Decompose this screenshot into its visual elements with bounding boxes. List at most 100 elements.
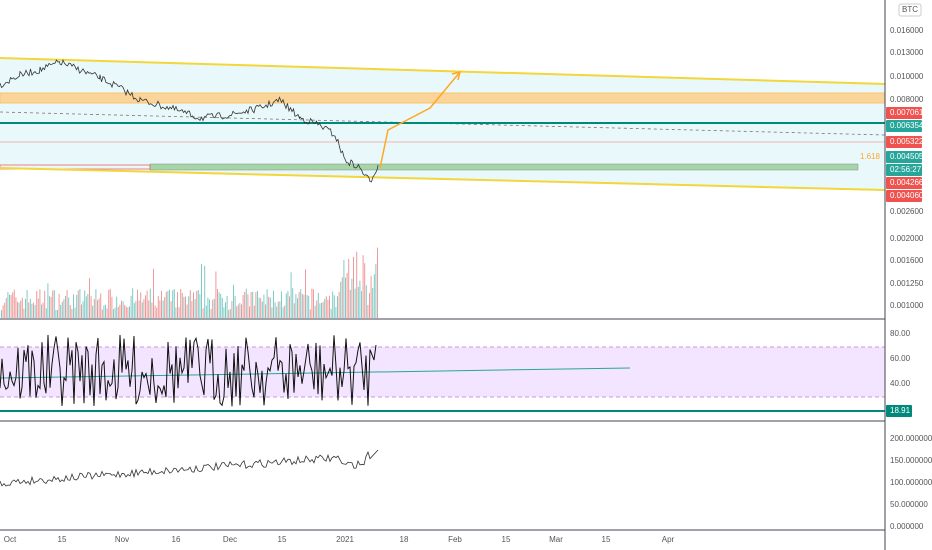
- volume-bar: [18, 302, 20, 318]
- volume-bar: [169, 289, 170, 318]
- volume-bar: [332, 291, 334, 318]
- volume-bar: [117, 307, 119, 318]
- volume-bar: [135, 300, 137, 318]
- date-axis-label: Mar: [549, 535, 563, 544]
- volume-bar: [132, 288, 134, 318]
- price-series: [0, 58, 379, 183]
- rsi-axis-label: 40.00: [890, 379, 911, 388]
- volume-bar: [341, 277, 343, 318]
- volume-bar: [255, 292, 257, 318]
- volume-bar: [58, 293, 60, 318]
- volume-bar: [148, 300, 150, 318]
- volume-bar: [330, 308, 332, 318]
- volume-bar: [60, 304, 62, 318]
- obv-axis-label: 200.000000: [890, 434, 932, 443]
- volume-bar: [90, 296, 92, 318]
- volume-bar: [13, 289, 15, 318]
- volume-bar: [242, 295, 244, 318]
- volume-bar: [89, 278, 90, 318]
- date-axis-label: Feb: [448, 535, 462, 544]
- volume-bar: [338, 291, 340, 318]
- volume-bar: [151, 302, 153, 318]
- volume-bar: [185, 296, 186, 318]
- volume-bar: [276, 306, 278, 318]
- price-tag-label: 0.005322: [890, 137, 924, 146]
- volume-bar: [173, 289, 175, 318]
- volume-bar: [343, 259, 345, 318]
- volume-bar: [324, 298, 326, 318]
- volume-bar: [351, 278, 353, 318]
- volume-bar: [252, 291, 254, 318]
- volume-bar: [183, 296, 185, 318]
- price-axis-label: 0.010000: [890, 72, 924, 81]
- volume-bar: [5, 298, 7, 318]
- date-axis-label: Nov: [115, 535, 129, 544]
- volume-bar: [41, 304, 42, 318]
- volume-bar: [9, 294, 10, 318]
- volume-bar: [321, 303, 322, 318]
- volume-bar: [301, 293, 303, 318]
- volume-bar: [127, 307, 129, 318]
- volume-bar: [258, 297, 260, 318]
- volume-bar: [12, 292, 14, 318]
- volume-bar: [146, 290, 148, 318]
- unit-label: BTC: [902, 5, 918, 14]
- volume-bar: [156, 307, 158, 318]
- volume-bar: [133, 303, 135, 318]
- volume-bar: [322, 301, 324, 318]
- volume-bar: [241, 304, 242, 318]
- volume-bar: [329, 295, 330, 318]
- volume-bar: [26, 290, 28, 318]
- fib-label: 1.618: [860, 152, 881, 161]
- volume-bar: [287, 290, 289, 318]
- volume-bar: [66, 290, 68, 318]
- volume-bar: [210, 309, 212, 318]
- date-axis-label: Apr: [662, 535, 675, 544]
- volume-bar: [74, 307, 76, 318]
- volume-bar: [10, 294, 12, 318]
- obv-axis-label: 0.000000: [890, 522, 924, 531]
- volume-bar: [239, 303, 241, 318]
- volume-bar: [196, 290, 198, 318]
- volume-bar: [359, 280, 361, 318]
- volume-bar: [36, 291, 38, 318]
- volume-bar: [297, 298, 298, 318]
- volume-bar: [138, 300, 140, 318]
- volume-bar: [101, 309, 103, 318]
- volume-bar: [293, 303, 295, 318]
- volume-bar: [277, 301, 279, 318]
- volume-bar: [369, 292, 370, 318]
- volume-bar: [346, 272, 348, 318]
- rsi-axis-label: 60.00: [890, 354, 911, 363]
- volume-bar: [349, 289, 351, 318]
- volume-bar: [81, 304, 82, 318]
- volume-bar: [122, 301, 124, 318]
- price-tag-label: 02:56:27: [890, 165, 922, 174]
- volume-bar: [205, 305, 207, 318]
- volume-bar: [193, 292, 194, 318]
- price-tag: [886, 177, 922, 189]
- volume-bar: [234, 295, 236, 318]
- volume-bar: [23, 308, 25, 318]
- volume-bar: [295, 294, 297, 318]
- price-tag-label: 0.006354: [890, 121, 924, 130]
- volume-bar: [53, 290, 55, 318]
- volume-bar: [125, 306, 127, 318]
- volume-bar: [172, 290, 174, 318]
- volume-bar: [108, 289, 110, 318]
- volume-bar: [39, 289, 41, 318]
- price-axis-label: 0.001000: [890, 301, 924, 310]
- volume-bar: [231, 301, 233, 318]
- obv-series: [0, 449, 379, 487]
- volume-bar: [319, 303, 321, 318]
- volume-bar: [157, 296, 159, 318]
- volume-bar: [207, 297, 209, 318]
- volume-bar: [285, 293, 287, 318]
- volume-bar: [300, 289, 302, 318]
- volume-bar: [103, 305, 105, 318]
- volume-bar: [292, 288, 294, 318]
- volume-bar: [244, 291, 246, 318]
- volume-bar: [345, 277, 346, 318]
- volume-bar: [57, 309, 58, 318]
